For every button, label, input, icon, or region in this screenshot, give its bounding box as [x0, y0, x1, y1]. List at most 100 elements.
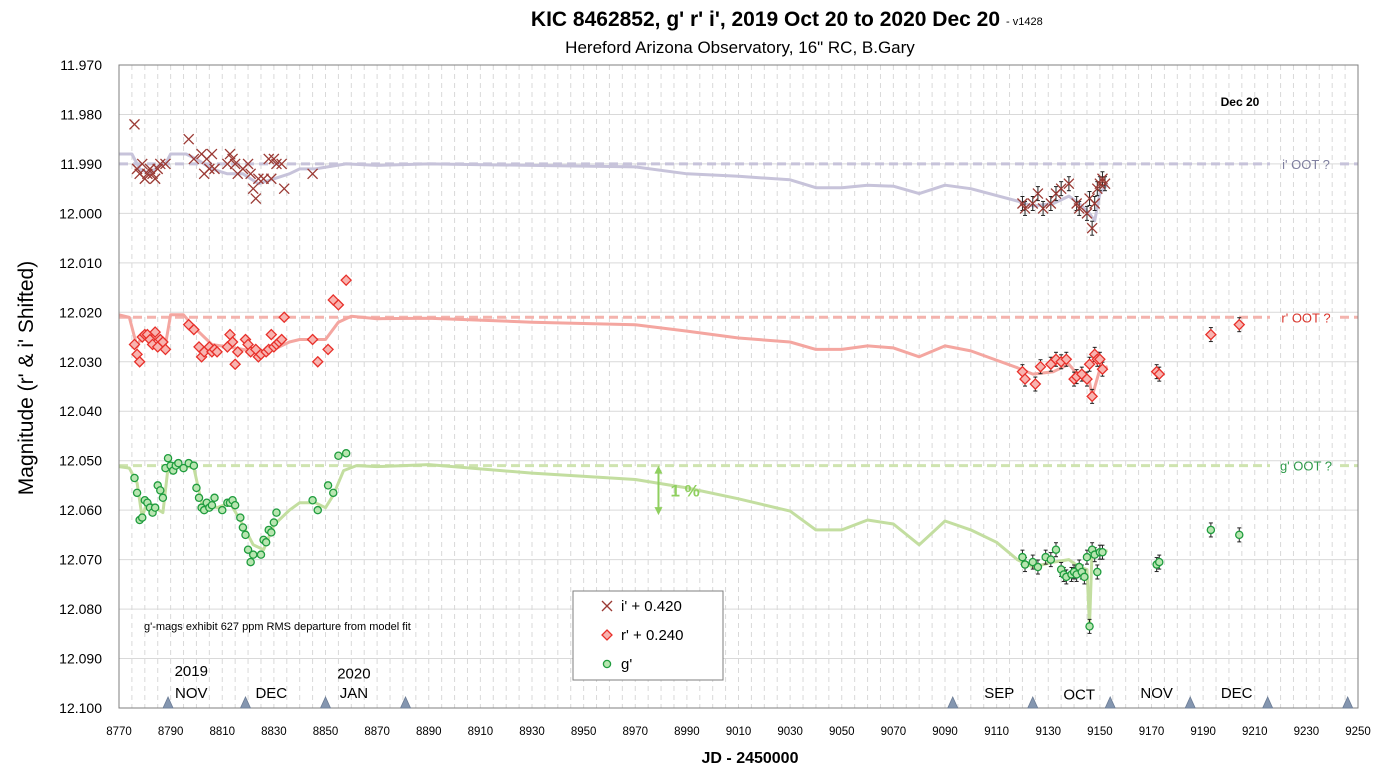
r-band-point: [187, 323, 200, 336]
g-band-point: [158, 493, 168, 503]
i-band-point: [183, 133, 195, 145]
chart-title: KIC 8462852, g' r' i', 2019 Oct 20 to 20…: [531, 8, 1000, 31]
r-band-point: [149, 326, 162, 339]
y-tick-label: 12.020: [59, 304, 102, 320]
g-band-point: [246, 557, 255, 567]
y-tick-label: 12.000: [59, 205, 102, 221]
i-band-point: [209, 163, 220, 175]
legend-label: r' + 0.240: [621, 627, 684, 644]
month-marker: [239, 696, 252, 709]
i-band-point: [1081, 207, 1093, 219]
x-tick-label: 9170: [1139, 726, 1165, 738]
g-band-point: [1235, 530, 1244, 540]
g-band-point: [1051, 545, 1061, 554]
x-tick-label: 8890: [416, 726, 442, 738]
r-band-point: [159, 343, 172, 356]
g-band-point: [267, 528, 276, 537]
r-band-point: [1029, 378, 1042, 390]
g-band-point: [1093, 567, 1102, 577]
i-band-point: [601, 600, 613, 612]
g-band-point: [236, 513, 245, 522]
g-band-point: [308, 496, 317, 505]
g-band-point: [269, 518, 279, 527]
i-band-point: [1089, 198, 1101, 209]
x-tick-label: 8870: [364, 726, 390, 738]
x-tick-label: 8970: [622, 726, 648, 738]
r-band-point: [1019, 373, 1031, 386]
x-tick-label: 9210: [1242, 726, 1268, 738]
i-band-point: [276, 158, 288, 170]
y-tick-label: 11.970: [60, 57, 102, 73]
r-band-point: [226, 336, 239, 348]
r-band-point: [1060, 353, 1073, 366]
y-tick-label: 12.090: [59, 651, 102, 667]
i-band-point: [149, 173, 161, 185]
r-band-point: [275, 333, 288, 346]
oot-label: r' OOT ?: [1281, 310, 1330, 325]
g-band-point: [1028, 557, 1038, 567]
month-marker: [162, 696, 174, 709]
i-band-point: [307, 168, 319, 180]
g-band-point: [238, 523, 248, 532]
i-band-point: [252, 173, 264, 185]
x-tick-label: 8830: [261, 726, 287, 738]
x-tick-label: 8950: [571, 726, 597, 738]
x-tick-label: 9030: [777, 726, 803, 738]
oot-label: i' OOT ?: [1282, 157, 1330, 172]
g-band-point: [328, 488, 338, 498]
i-band-point: [129, 118, 140, 130]
r-band-point: [601, 629, 613, 641]
g-band-point: [1033, 562, 1043, 572]
y-tick-label: 12.010: [59, 255, 102, 271]
percent-indicator: 1 %: [654, 465, 700, 516]
g-band-point: [1020, 560, 1030, 569]
plot-frame: [118, 64, 1359, 709]
i-band-point: [154, 158, 166, 170]
i-band-point: [188, 153, 200, 165]
r-band-point: [1153, 368, 1166, 381]
x-tick-label: 9070: [881, 726, 907, 738]
g-band-point: [174, 458, 183, 468]
g-band-point: [163, 453, 173, 463]
x-tick-label: 9130: [1035, 726, 1061, 738]
month-label: 2019: [175, 663, 208, 680]
i-band-point: [265, 173, 277, 185]
g-band-point: [256, 550, 266, 559]
g-band-point: [323, 481, 333, 490]
g-band-point: [132, 488, 142, 498]
g-band-point: [137, 513, 147, 522]
i-band-point: [203, 163, 215, 175]
g-band-point: [1082, 552, 1092, 562]
g-band-point: [130, 473, 139, 483]
i-band-point: [1073, 202, 1085, 214]
date-label: Dec 20: [1221, 95, 1260, 109]
legend: i' + 0.420 r' + 0.240 g': [572, 590, 724, 681]
month-label: OCT: [1063, 687, 1095, 704]
g-band-point: [1098, 547, 1107, 557]
x-tick-label: 8790: [158, 726, 184, 738]
oot-lines: i' OOT ? r' OOT ? g' OOT ?: [119, 157, 1358, 474]
x-tick-label: 8810: [209, 726, 235, 738]
month-label: NOV: [1140, 685, 1173, 702]
g-band-point: [189, 461, 199, 470]
y-tick-label: 12.070: [59, 552, 102, 568]
month-label: DEC: [255, 685, 287, 702]
x-tick-label: 8930: [519, 726, 545, 738]
chart-version: - v1428: [1006, 16, 1043, 28]
y-tick-label: 12.100: [59, 700, 102, 716]
x-tick-label: 8990: [674, 726, 700, 738]
chart-subtitle: Hereford Arizona Observatory, 16" RC, B.…: [565, 38, 915, 57]
x-tick-label: 9090: [932, 726, 958, 738]
i-band-point: [1099, 178, 1111, 190]
i-band-point: [242, 158, 254, 170]
i-band-point: [258, 173, 270, 185]
g-band-point: [272, 508, 281, 517]
x-tick-label: 9010: [726, 726, 752, 738]
x-axis-label: JD - 2450000: [702, 750, 799, 767]
legend-box: [572, 590, 724, 681]
month-marker: [1184, 696, 1196, 709]
g-band-point: [150, 503, 160, 512]
x-tick-label: 8850: [313, 726, 339, 738]
y-tick-label: 12.030: [59, 354, 102, 370]
